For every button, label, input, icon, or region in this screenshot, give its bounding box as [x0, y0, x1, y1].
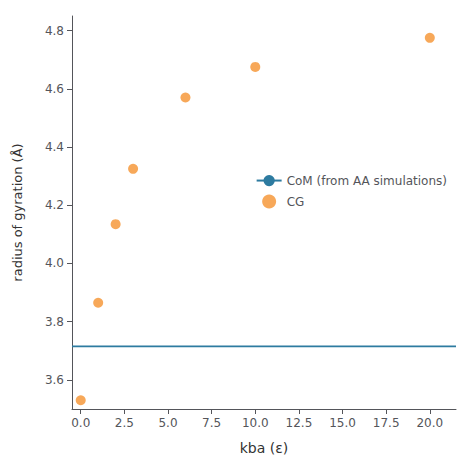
svg-text:20.0: 20.0 [416, 416, 443, 430]
svg-text:17.5: 17.5 [373, 416, 400, 430]
svg-text:2.5: 2.5 [115, 416, 134, 430]
svg-text:0.0: 0.0 [71, 416, 90, 430]
svg-text:3.8: 3.8 [45, 315, 64, 329]
svg-text:4.8: 4.8 [45, 24, 64, 38]
svg-text:CG: CG [287, 195, 305, 209]
svg-text:10.0: 10.0 [242, 416, 269, 430]
svg-text:3.6: 3.6 [45, 373, 64, 387]
svg-text:4.0: 4.0 [45, 256, 64, 270]
svg-text:7.5: 7.5 [202, 416, 221, 430]
svg-text:CoM (from AA simulations): CoM (from AA simulations) [287, 174, 447, 188]
svg-text:4.4: 4.4 [45, 140, 64, 154]
svg-text:12.5: 12.5 [286, 416, 313, 430]
svg-text:5.0: 5.0 [158, 416, 177, 430]
svg-text:radius of gyration (Å): radius of gyration (Å) [10, 143, 25, 281]
svg-text:15.0: 15.0 [329, 416, 356, 430]
svg-text:4.6: 4.6 [45, 82, 64, 96]
svg-text:kba (ε): kba (ε) [240, 440, 289, 456]
svg-text:4.2: 4.2 [45, 198, 64, 212]
